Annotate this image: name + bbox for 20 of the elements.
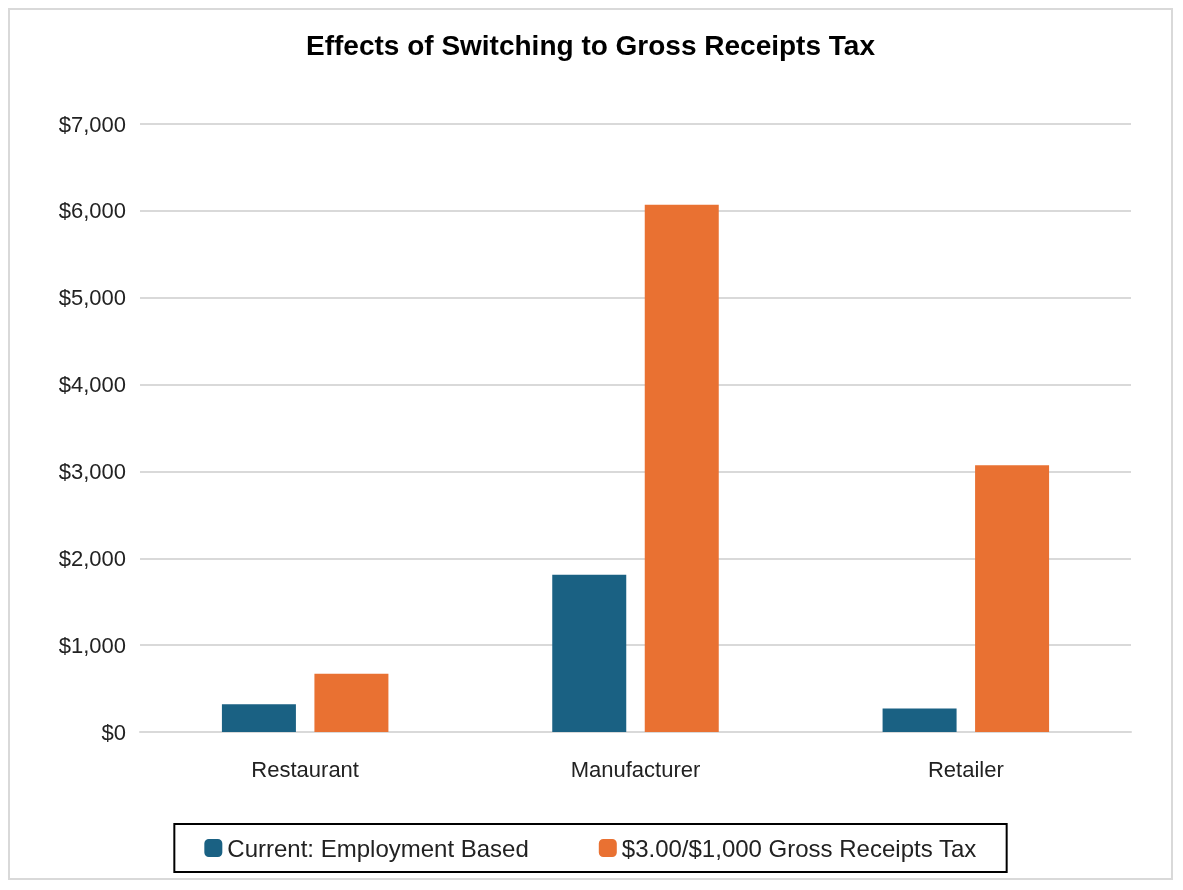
legend-label: Current: Employment Based <box>227 834 529 862</box>
y-tick-label: $0 <box>101 719 126 745</box>
y-tick-label: $2,000 <box>58 545 126 571</box>
legend-label: $3.00/$1,000 Gross Receipts Tax <box>621 834 977 862</box>
bar <box>314 673 389 732</box>
chart-title: Effects of Switching to Gross Receipts Tax <box>306 29 876 61</box>
y-tick-label: $3,000 <box>58 458 126 484</box>
bar <box>644 204 719 732</box>
bar <box>882 708 957 732</box>
x-tick-label: Manufacturer <box>570 756 701 782</box>
bar <box>552 574 627 732</box>
y-tick-label: $7,000 <box>58 111 126 137</box>
y-tick-label: $4,000 <box>58 372 126 398</box>
x-tick-label: Retailer <box>927 756 1004 782</box>
y-tick-label: $6,000 <box>58 198 126 224</box>
bar <box>221 704 296 732</box>
y-tick-label: $5,000 <box>58 285 126 311</box>
x-tick-label: Restaurant <box>251 756 359 782</box>
y-tick-label: $1,000 <box>58 632 126 658</box>
bar <box>975 465 1050 732</box>
